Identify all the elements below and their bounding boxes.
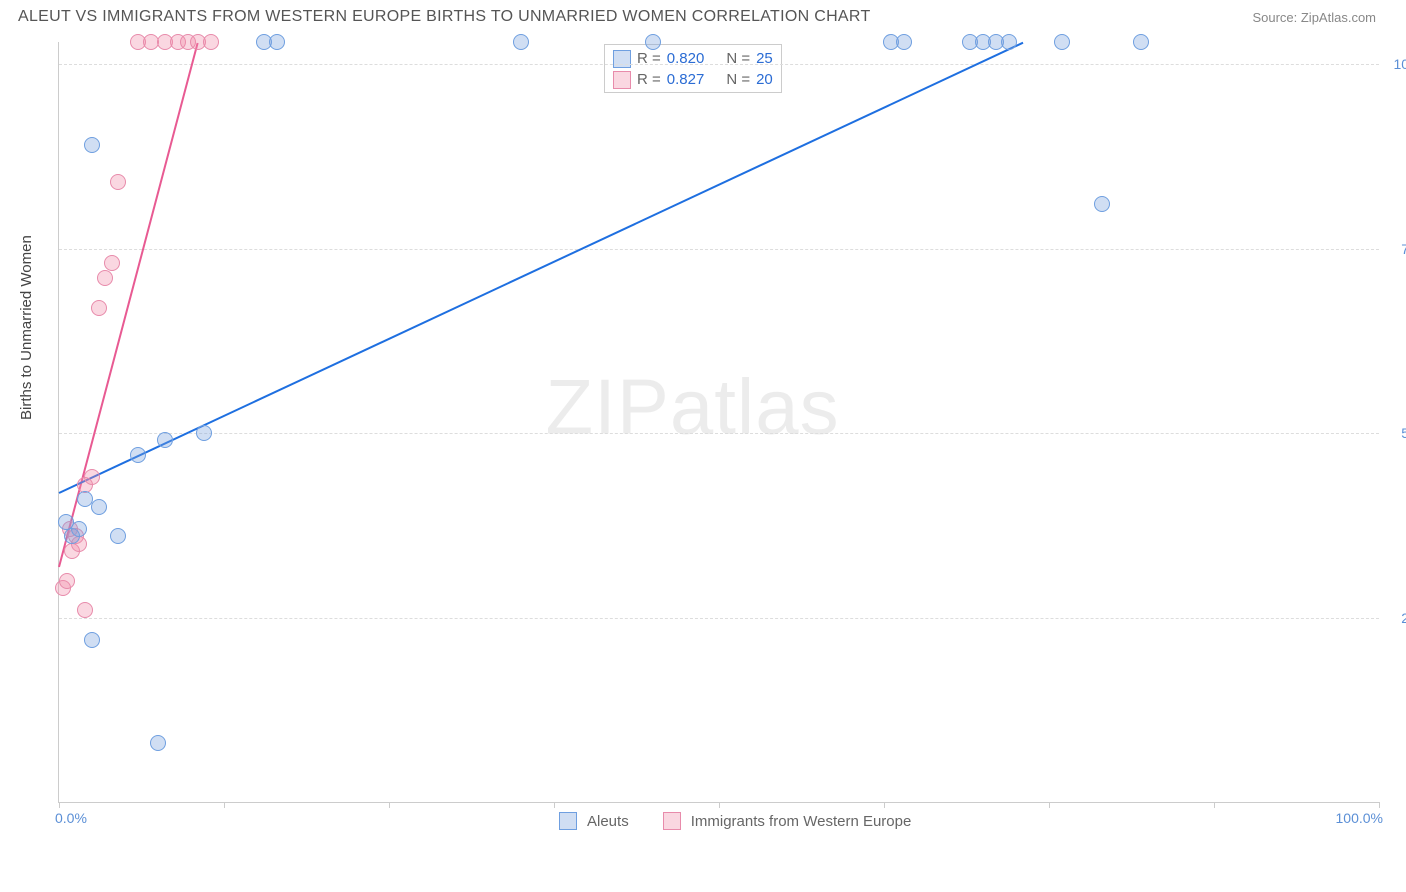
gridline <box>59 64 1379 65</box>
x-tick <box>884 802 885 808</box>
swatch-blue-icon <box>559 812 577 830</box>
data-point-immigrants <box>59 573 75 589</box>
x-tick <box>59 802 60 808</box>
series-legend: Aleuts Immigrants from Western Europe <box>559 812 911 830</box>
data-point-aleuts <box>513 34 529 50</box>
data-point-aleuts <box>84 632 100 648</box>
x-axis-min-label: 0.0% <box>55 810 87 826</box>
legend-label-aleuts: Aleuts <box>587 813 629 830</box>
x-tick <box>224 802 225 808</box>
x-axis-max-label: 100.0% <box>1336 810 1383 826</box>
legend-row-immigrants: R = 0.827 N = 20 <box>613 69 773 90</box>
data-point-aleuts <box>269 34 285 50</box>
data-point-aleuts <box>196 425 212 441</box>
data-point-aleuts <box>645 34 661 50</box>
scatter-chart: ZIPatlas R = 0.820 N = 25 R = 0.827 N = … <box>58 42 1379 803</box>
y-axis-title: Births to Unmarried Women <box>18 235 35 420</box>
data-point-immigrants <box>110 174 126 190</box>
data-point-immigrants <box>203 34 219 50</box>
chart-source: Source: ZipAtlas.com <box>1252 10 1376 25</box>
data-point-immigrants <box>91 300 107 316</box>
data-point-aleuts <box>896 34 912 50</box>
watermark: ZIPatlas <box>546 361 840 452</box>
data-point-aleuts <box>130 447 146 463</box>
data-point-immigrants <box>104 255 120 271</box>
swatch-pink-icon <box>613 71 631 89</box>
gridline <box>59 249 1379 250</box>
data-point-aleuts <box>1133 34 1149 50</box>
data-point-aleuts <box>157 432 173 448</box>
swatch-pink-icon <box>663 812 681 830</box>
x-tick <box>554 802 555 808</box>
legend-label-immigrants: Immigrants from Western Europe <box>691 813 912 830</box>
y-tick-label: 50.0% <box>1401 425 1406 441</box>
x-tick <box>1379 802 1380 808</box>
chart-title: ALEUT VS IMMIGRANTS FROM WESTERN EUROPE … <box>18 8 871 26</box>
data-point-immigrants <box>97 270 113 286</box>
x-tick <box>1214 802 1215 808</box>
data-point-aleuts <box>110 528 126 544</box>
correlation-legend: R = 0.820 N = 25 R = 0.827 N = 20 <box>604 44 782 93</box>
data-point-aleuts <box>150 735 166 751</box>
y-tick-label: 100.0% <box>1394 56 1406 72</box>
data-point-aleuts <box>1054 34 1070 50</box>
gridline <box>59 618 1379 619</box>
data-point-aleuts <box>71 521 87 537</box>
y-tick-label: 25.0% <box>1401 610 1406 626</box>
gridline <box>59 433 1379 434</box>
data-point-aleuts <box>91 499 107 515</box>
legend-row-aleuts: R = 0.820 N = 25 <box>613 48 773 69</box>
x-tick <box>1049 802 1050 808</box>
y-tick-label: 75.0% <box>1401 241 1406 257</box>
data-point-immigrants <box>84 469 100 485</box>
x-tick <box>719 802 720 808</box>
chart-header: ALEUT VS IMMIGRANTS FROM WESTERN EUROPE … <box>0 0 1406 32</box>
data-point-aleuts <box>84 137 100 153</box>
data-point-immigrants <box>77 602 93 618</box>
data-point-aleuts <box>1094 196 1110 212</box>
data-point-aleuts <box>1001 34 1017 50</box>
x-tick <box>389 802 390 808</box>
